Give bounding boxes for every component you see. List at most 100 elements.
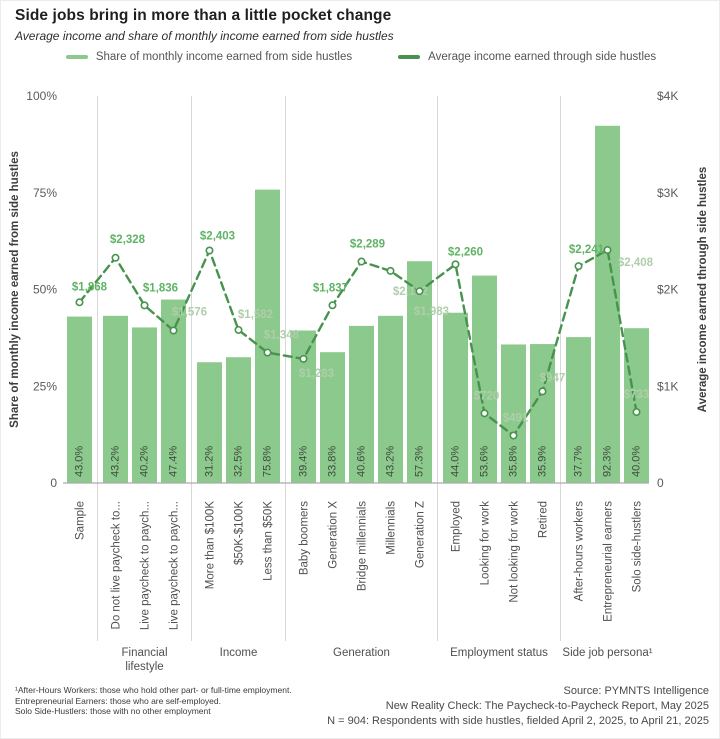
group-label: Employment status [450,647,548,659]
bar [566,337,591,483]
source-line: Source: PYMNTS Intelligence [563,685,709,697]
x-axis-label: Live paycheck to paych... [169,501,181,630]
bar [349,325,374,483]
right-axis-tick-label: $2K [657,283,678,297]
legend-item-income: Average income earned through side hustl… [398,51,656,63]
footnote-line: Solo Side-Hustlers: those with no other … [15,706,211,717]
income-value-label: $1,283 [299,368,334,380]
right-axis-tick-label: $3K [657,186,678,200]
left-axis-tick-label: 50% [33,283,57,297]
data-point-marker [169,326,178,335]
x-axis-label: Baby boomers [299,501,311,575]
x-axis-label: More than $100K [205,501,217,590]
income-value-label: $2,289 [350,239,385,251]
data-point-marker [386,266,395,275]
income-value-label: $947 [540,372,566,384]
bar [407,261,432,483]
bar-percent-label: 43.2% [110,446,122,477]
bar [103,315,128,483]
x-axis-label: Millennials [386,501,398,555]
chart-title: Side jobs bring in more than a little po… [15,7,392,24]
group-label: Generation [333,647,390,659]
data-point-marker [415,287,424,296]
x-axis-label: Entrepreneurial earners [603,501,615,622]
legend-item-share: Share of monthly income earned from side… [65,51,353,63]
bar-percent-label: 43.2% [385,446,397,477]
bar [197,362,222,483]
bar-percent-label: 53.6% [479,446,491,477]
income-value-label: $1,576 [172,307,207,319]
x-axis-label: Solo side-hustlers [632,501,644,593]
bar-percent-label: 44.0% [450,446,462,477]
x-axis-label: Employed [451,501,463,552]
x-axis-label: Generation X [328,501,340,569]
left-axis-tick-label: 0 [50,476,57,490]
legend-label-income: Average income earned through side hustl… [428,51,657,63]
bar [255,189,280,484]
income-value-label: $1,983 [414,306,449,318]
bar [472,275,497,483]
chart-canvas: 100% 75% 50% 25% 0 $4K $3K $2K $1K 0 Share of mont… [9,89,709,673]
x-axis-label: $50K-$100K [234,501,246,565]
chart-subtitle: Average income and share of monthly inco… [15,29,394,43]
bar-percent-label: 40.2% [139,446,151,477]
bar [501,344,526,483]
bar-series-swatch-icon [65,55,88,59]
income-value-label: $1,837 [313,282,348,294]
left-axis-title: Share of monthly income earned from side… [9,151,21,428]
bar-percent-label: 40.6% [356,446,368,477]
income-value-label: $1,582 [238,309,273,321]
income-value-label: $2,241 [569,244,605,256]
bar [378,315,403,483]
group-label: lifestyle [125,661,163,673]
bar [530,344,555,483]
x-axis-label: Looking for work [480,501,492,586]
data-point-marker [111,253,120,262]
footnote-line: Entrepreneurial Earners: those who are s… [15,695,221,706]
x-axis-label: Less than $50K [263,501,275,581]
income-value-label: $1,836 [143,282,178,294]
bar-percent-label: 35.8% [508,446,520,477]
x-axis-label: Generation Z [415,501,427,568]
data-point-marker [299,354,308,363]
source-line: New Reality Check: The Paycheck-to-Paych… [385,700,709,713]
left-axis-tick-label: 100% [26,89,57,103]
data-point-marker [328,301,337,310]
footnotes: ¹After-Hours Workers: those who hold oth… [15,685,292,717]
data-point-marker [574,262,583,271]
bar [226,357,251,483]
data-point-marker [75,298,84,307]
bar [67,316,92,483]
data-point-marker [509,431,518,440]
legend: Share of monthly income earned from side… [1,51,719,63]
footnote-line: ¹After-Hours Workers: those who hold oth… [15,685,292,695]
bar-percent-label: 33.8% [327,446,339,477]
x-axis-label: Sample [75,501,87,540]
income-value-label: $1,868 [72,281,108,293]
group-label: Side job persona¹ [562,647,652,659]
data-point-marker [357,257,366,266]
x-axis-label: After-hours workers [574,501,586,602]
right-axis-tick-label: 0 [657,476,664,490]
data-point-marker [603,246,612,255]
group-label: Financial [121,647,167,659]
bar-percent-label: 31.2% [204,446,216,477]
right-axis-tick-label: $1K [657,379,678,393]
bar-percent-label: 37.7% [573,446,585,477]
legend-label-share: Share of monthly income earned from side… [95,51,353,63]
income-value-label: $733 [624,389,650,401]
left-axis-tick-label: 25% [33,379,57,393]
bar-percent-label: 75.8% [262,446,274,477]
bar [443,312,468,483]
bar [320,352,345,483]
bar-percent-label: 32.5% [233,446,245,477]
data-point-marker [205,246,214,255]
income-value-label: $2,408 [618,257,654,269]
income-value-label: $1,348 [264,330,300,342]
income-value-label: $2,260 [448,246,483,258]
data-point-marker [140,301,149,310]
x-axis-label: Retired [538,501,550,538]
income-value-label: $2,403 [200,231,235,243]
income-value-label: $720 [474,390,500,402]
